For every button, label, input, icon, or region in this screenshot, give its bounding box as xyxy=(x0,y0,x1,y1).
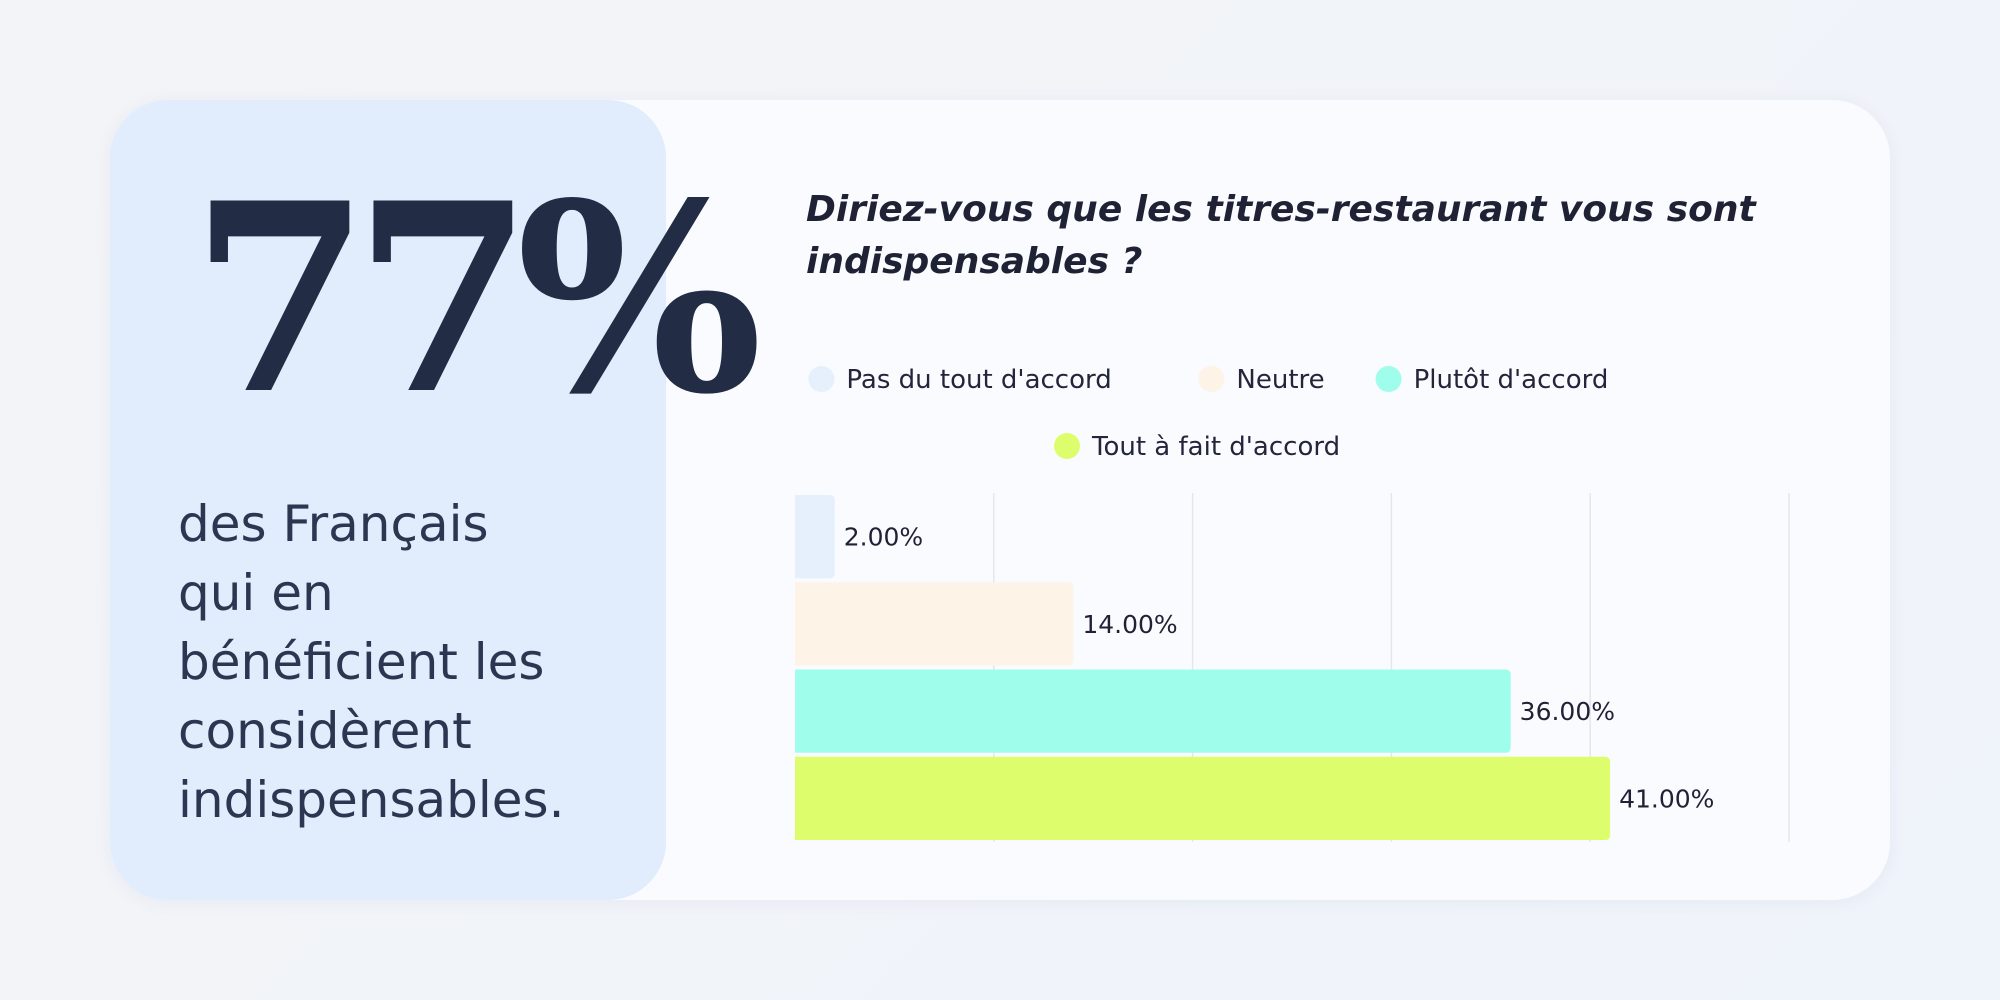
bar-value-label: 41.00% xyxy=(1619,784,1714,813)
bar-value-label: 14.00% xyxy=(1082,610,1177,639)
bar xyxy=(795,756,1611,840)
stat-caption-line: indispensables. xyxy=(178,771,565,829)
legend-label: Neutre xyxy=(1236,365,1324,395)
bars xyxy=(795,495,1611,840)
stat-panel xyxy=(110,100,666,900)
bar xyxy=(795,669,1511,753)
legend-swatch xyxy=(1198,366,1225,392)
bar xyxy=(795,495,835,579)
stat-caption-line: considèrent xyxy=(178,702,472,760)
legend-label: Tout à fait d'accord xyxy=(1091,432,1340,462)
value-labels: 2.00% 14.00% 36.00% 41.00% xyxy=(844,523,1715,814)
legend: Pas du tout d'accord Neutre Plutôt d'accor… xyxy=(808,365,1608,462)
stat-caption-line: bénéficient les xyxy=(178,633,545,691)
stat-caption: des Français qui en bénéficient les cons… xyxy=(178,490,618,835)
legend-swatch xyxy=(1054,433,1080,459)
chart-title: Diriez-vous que les titres-restaurant vo… xyxy=(806,189,1756,282)
legend-swatch xyxy=(1375,366,1402,392)
bar-value-label: 36.00% xyxy=(1520,697,1615,726)
stat-caption-line: qui en xyxy=(178,564,334,622)
bar xyxy=(795,582,1074,666)
bar-value-label: 2.00% xyxy=(844,523,923,552)
legend-label: Plutôt d'accord xyxy=(1414,365,1609,395)
legend-swatch xyxy=(808,366,835,392)
stat-caption-line: des Français xyxy=(178,495,489,553)
legend-label: Pas du tout d'accord xyxy=(846,365,1111,395)
